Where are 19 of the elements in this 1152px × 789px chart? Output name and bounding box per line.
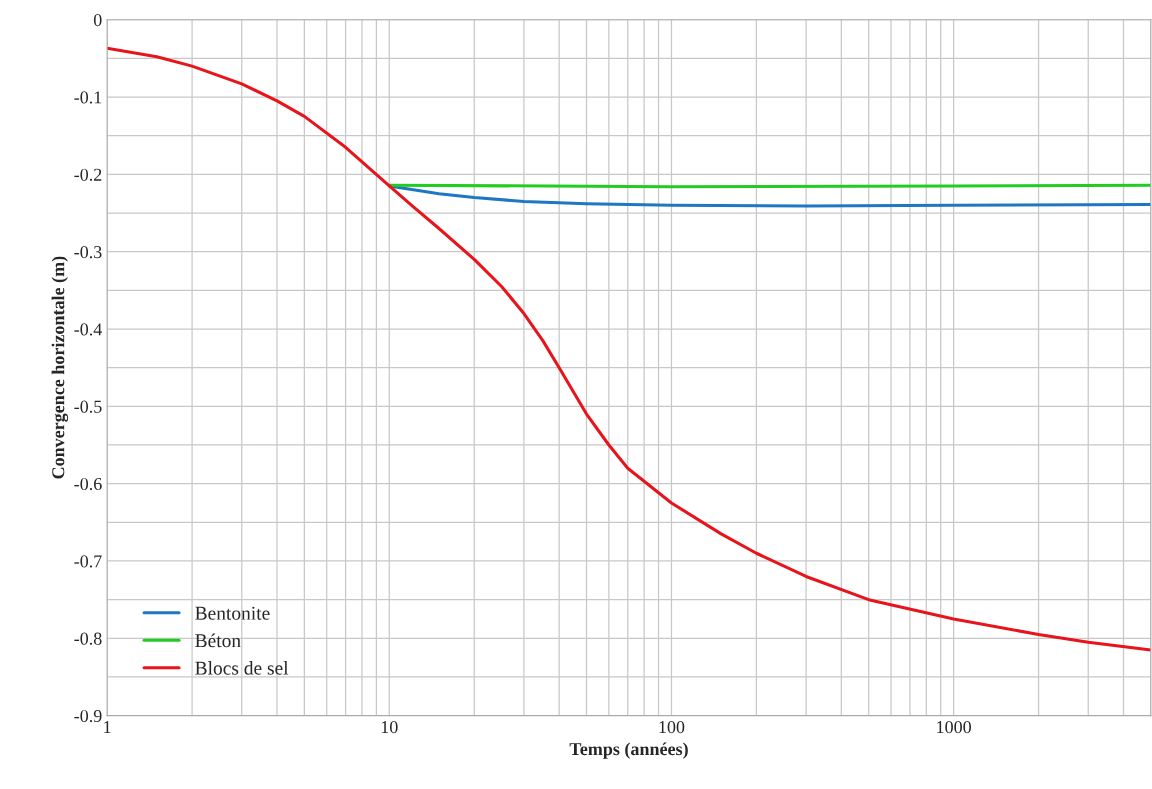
y-tick-label: 0 [93,13,102,27]
y-tick-label: -0.8 [74,632,102,645]
y-tick-label: -0.5 [74,400,102,413]
legend-label: Béton [195,633,241,648]
y-tick-label: -0.2 [74,168,102,181]
y-tick-label: -0.1 [74,91,102,104]
y-tick-label: -0.4 [74,323,102,336]
y-tick-label: -0.9 [74,709,102,723]
x-tick-label: 10 [381,721,398,734]
x-tick-label: 1000 [937,721,971,734]
legend-label: Bentonite [195,606,270,620]
y-tick-label: -0.7 [74,555,102,568]
y-tick-label: -0.6 [74,477,102,491]
legend-label: Blocs de sel [195,661,289,675]
x-tick-label: 100 [659,721,685,734]
y-tick-label: -0.3 [74,245,102,259]
x-axis-title: Temps (années) [569,742,688,759]
y-axis-title: Convergence horizontale (m) [51,256,69,479]
x-tick-label: 1 [104,721,111,734]
